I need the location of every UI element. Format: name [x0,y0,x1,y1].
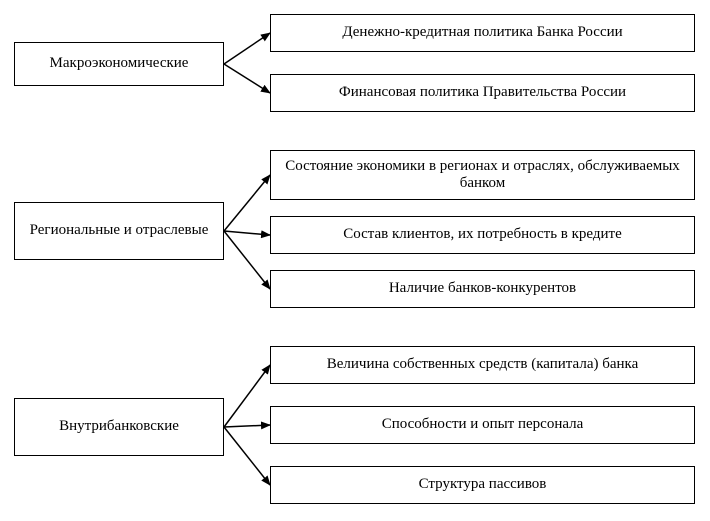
target-box-1-1: Состав клиентов, их потребность в кредит… [270,216,695,254]
target-box-0-1: Финансовая политика Правительства России [270,74,695,112]
source-box-2: Внутрибанковские [14,398,224,456]
target-box-2-2: Структура пассивов [270,466,695,504]
target-box-0-0: Денежно-кредитная политика Банка России [270,14,695,52]
source-box-1: Региональные и отраслевые [14,202,224,260]
target-box-1-2: Наличие банков-конкурентов [270,270,695,308]
target-box-1-0: Состояние экономики в регионах и отрасля… [270,150,695,200]
target-box-2-0: Величина собственных средств (капитала) … [270,346,695,384]
target-box-2-1: Способности и опыт персонала [270,406,695,444]
source-box-0: Макроэкономические [14,42,224,86]
diagram-canvas: Макроэкономические Денежно-кредитная поли… [0,0,710,521]
